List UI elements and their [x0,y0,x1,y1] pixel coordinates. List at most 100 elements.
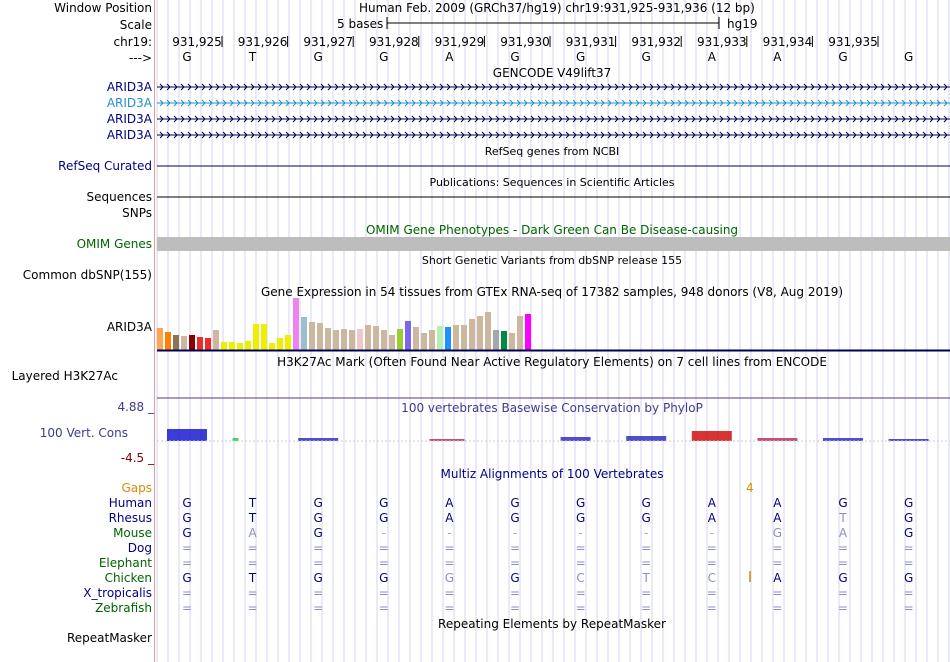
alignment-base: = [641,601,652,615]
alignment-base: G [772,526,783,540]
ruler-position: 931,933 [696,35,747,49]
alignment-base: = [903,601,914,615]
gap-count: 4 [746,481,754,495]
alignment-base: = [181,541,193,555]
alignment-base: G [379,496,389,510]
alignment-base: = [575,556,586,570]
alignment-base: = [641,556,652,570]
gencode-transcript-label-1[interactable]: ARID3A [106,80,152,94]
alignment-base: C [576,571,585,585]
alignment-base: = [837,601,849,615]
alignment-base: - [447,526,452,540]
alignment-base: G [838,496,848,510]
ruler-position: 931,935 [828,35,878,49]
alignment-base: = [313,601,324,615]
dbsnp-label[interactable]: Common dbSNP(155) [22,268,152,282]
alignment-base: G [903,526,914,540]
multiz-title: Multiz Alignments of 100 Vertebrates [440,467,664,481]
assembly-name: hg19 [727,17,758,31]
ruler-base: G [838,50,848,64]
alignment-base: - [709,526,714,540]
alignment-base: = [444,601,455,615]
alignment-base: G [182,526,192,540]
dbsnp-title: Short Genetic Variants from dbSNP releas… [421,254,683,267]
alignment-base: = [903,541,914,555]
species-label[interactable]: Dog [127,541,152,555]
alignment-base: A [838,526,848,540]
alignment-base: G [903,511,914,525]
sequences-label[interactable]: Sequences [86,190,152,204]
gtex-title: Gene Expression in 54 tissues from GTEx … [260,285,844,299]
alignment-base: G [641,511,651,525]
h3k27ac-label[interactable]: Layered H3K27Ac [11,369,118,383]
alignment-base: = [706,586,717,600]
gencode-transcript-label-3[interactable]: ARID3A [106,112,152,126]
alignment-base: = [509,601,521,615]
alignment-base: G [313,496,323,510]
alignment-base: A [707,496,716,510]
alignment-base: T [248,496,257,510]
species-label[interactable]: Mouse [113,526,152,540]
species-label[interactable]: Elephant [98,556,152,570]
omim-title: OMIM Gene Phenotypes - Dark Green Can Be… [365,223,739,237]
species-label[interactable]: Zebrafish [95,601,152,615]
alignment-base: G [838,571,848,585]
species-label[interactable]: Chicken [104,571,152,585]
alignment-base: = [575,586,586,600]
phylop-title: 100 vertebrates Basewise Conservation by… [401,401,703,415]
alignment-base: - [512,526,518,540]
refseq-label[interactable]: RefSeq Curated [58,159,152,173]
omim-label[interactable]: OMIM Genes [76,237,152,251]
alignment-base: = [444,541,455,555]
alignment-base: = [706,541,717,555]
alignment-base: G [510,511,520,525]
alignment-base: G [575,511,586,525]
alignment-base: = [247,601,258,615]
scale-label: Scale [119,18,152,32]
gtex-gene-label[interactable]: ARID3A [106,320,152,334]
species-label[interactable]: Human [108,496,152,510]
alignment-base: G [575,496,586,510]
gencode-transcript-label-4[interactable]: ARID3A [106,128,152,142]
alignment-base: G [510,496,520,510]
ruler-position: 931,929 [434,35,485,49]
alignment-base: G [182,571,192,585]
alignment-base: = [181,586,193,600]
alignment-base: = [378,556,389,570]
alignment-base: G [182,496,192,510]
gencode-transcript-label-2[interactable]: ARID3A [106,96,152,110]
alignment-base: = [313,586,324,600]
alignment-base: - [381,526,386,540]
repeatmasker-title: Repeating Elements by RepeatMasker [438,617,666,631]
species-label[interactable]: Rhesus [108,511,152,525]
alignment-base: G [379,511,389,525]
phylop-label[interactable]: 100 Vert. Cons [39,426,128,440]
alignment-base: = [706,556,717,570]
alignment-base: = [575,601,586,615]
alignment-base: = [903,586,914,600]
snps-label[interactable]: SNPs [122,206,152,220]
alignment-base: T [839,511,847,525]
alignment-base: G [379,571,389,585]
alignment-base: = [313,541,324,555]
species-label[interactable]: X_tropicalis [83,586,152,600]
alignment-base: = [837,586,849,600]
alignment-base: = [313,556,324,570]
strand-label: ---> [128,51,152,65]
ruler-base: G [182,50,192,64]
ruler-base: A [707,50,716,64]
alignment-base: - [578,526,583,540]
alignment-base: = [903,556,914,570]
ruler-base: A [445,50,454,64]
alignment-base: = [772,586,783,600]
alignment-base: = [641,541,652,555]
phylop-min-label: -4.5 _ [120,451,154,465]
ruler-position: 931,928 [368,35,419,49]
alignment-base: = [444,586,455,600]
ruler-base: G [575,50,586,64]
alignment-base: = [378,541,389,555]
ruler-base: T [248,50,257,64]
alignment-base: G [182,511,192,525]
repeatmasker-label[interactable]: RepeatMasker [66,631,152,645]
alignment-base: G [313,511,323,525]
